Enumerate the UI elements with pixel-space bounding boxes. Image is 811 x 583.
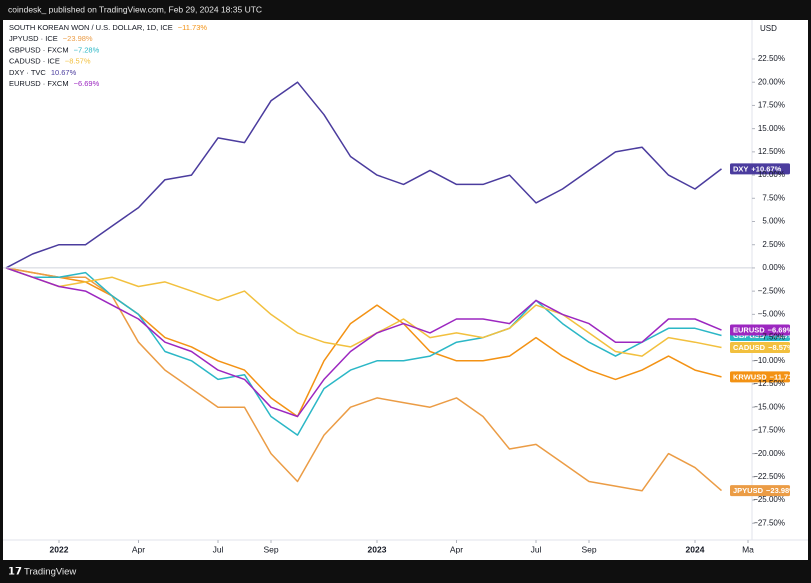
series-line xyxy=(5,267,722,418)
legend-change: −23.98% xyxy=(63,34,93,43)
y-tick-label: −15.00% xyxy=(753,402,785,411)
x-tick-label: Jul xyxy=(213,544,224,554)
y-tick-label: −12.50% xyxy=(753,379,785,388)
end-tag-box xyxy=(730,485,790,497)
end-tag-box xyxy=(730,163,790,175)
end-tag-value: −23.98% xyxy=(766,486,796,495)
y-tick-label: 17.50% xyxy=(758,101,785,110)
legend-name: JPYUSD · ICE xyxy=(9,34,58,43)
y-tick-label: −5.00% xyxy=(758,309,785,318)
end-tag-box xyxy=(730,342,790,354)
end-tag-text: KRWUSD −11.73% xyxy=(733,372,799,381)
y-tick-label: −22.50% xyxy=(753,472,785,481)
end-tag-text: JPYUSD −23.98% xyxy=(733,486,796,495)
x-tick-label: 2023 xyxy=(368,544,387,554)
logo-mark: 𝟭𝟳 xyxy=(8,567,22,578)
footer-logo: 𝟭𝟳 xyxy=(8,567,22,578)
legend-entry: GBPUSD · FXCM −7.28% xyxy=(9,45,100,54)
end-tag-text: EURUSD −6.69% xyxy=(733,326,794,335)
y-tick-label: 15.00% xyxy=(758,124,785,133)
x-tick-label: Apr xyxy=(132,544,145,554)
y-tick-label: 20.00% xyxy=(758,77,785,86)
end-tag-value: +10.67% xyxy=(751,164,781,173)
legend-entry: DXY · TVC 10.67% xyxy=(9,68,77,77)
legend-change: −8.57% xyxy=(65,57,91,66)
end-tag: EURUSD −6.69% xyxy=(730,324,794,336)
y-tick-label: −20.00% xyxy=(753,449,785,458)
legend-change: 10.67% xyxy=(51,68,77,77)
legend-entry: SOUTH KOREAN WON / U.S. DOLLAR, 1D, ICE −… xyxy=(9,23,207,32)
end-tag: DXY +10.67% xyxy=(730,163,790,175)
currency: USD xyxy=(760,24,777,33)
series-line xyxy=(5,267,722,492)
plot: KRWUSD−11.73%JPYUSD−23.98%GBPUSD−7.28%CA… xyxy=(5,81,799,497)
end-tag-text: DXY +10.67% xyxy=(733,164,782,173)
y-tick-label: 5.00% xyxy=(762,217,785,226)
legend-entry: CADUSD · ICE −8.57% xyxy=(9,57,91,66)
end-tag-value: −8.57% xyxy=(768,343,794,352)
end-tag: JPYUSD −23.98% xyxy=(730,485,796,497)
panel xyxy=(3,20,808,560)
end-tag: KRWUSD −11.73% xyxy=(730,371,799,383)
y-tick-label: 12.50% xyxy=(758,147,785,156)
y-tick-label: −2.50% xyxy=(758,286,785,295)
x-tick-label: Sep xyxy=(263,544,278,554)
x-tick-label: Ma xyxy=(742,544,754,554)
end-tag: CADUSD −8.57% xyxy=(730,342,794,354)
footer: TradingView xyxy=(24,567,76,578)
y-tick-label: 22.50% xyxy=(758,54,785,63)
x-tick-label: Jul xyxy=(531,544,542,554)
legend-name: DXY · TVC xyxy=(9,68,46,77)
end-tag-name: JPYUSD xyxy=(733,486,764,495)
y-tick-label: 7.50% xyxy=(762,193,785,202)
legend-entry: EURUSD · FXCM −6.69% xyxy=(9,79,100,88)
y-tick-label: −7.50% xyxy=(758,333,785,342)
legend-name: EURUSD · FXCM xyxy=(9,79,69,88)
legend-change: −6.69% xyxy=(74,79,100,88)
x-tick-label: Apr xyxy=(450,544,463,554)
legend-name: CADUSD · ICE xyxy=(9,57,60,66)
end-tag-name: CADUSD xyxy=(733,343,766,352)
y-tick-label: 2.50% xyxy=(762,240,785,249)
end-tag-box xyxy=(730,371,790,383)
y-tick-label: −10.00% xyxy=(753,356,785,365)
series-line xyxy=(5,267,722,436)
series-line xyxy=(5,81,722,269)
x-tick-label: 2024 xyxy=(686,544,705,554)
legend-name: GBPUSD · FXCM xyxy=(9,45,69,54)
y-tick-label: 10.00% xyxy=(758,170,785,179)
legend-change: −7.28% xyxy=(74,45,100,54)
legend-entry: JPYUSD · ICE −23.98% xyxy=(9,34,93,43)
end-tag-name: EURUSD xyxy=(733,326,765,335)
header: coindesk_ published on TradingView.com, … xyxy=(8,4,262,14)
x-tick-label: Sep xyxy=(581,544,596,554)
end-tag-box xyxy=(730,324,790,336)
series-line xyxy=(5,267,722,357)
legend-name: SOUTH KOREAN WON / U.S. DOLLAR, 1D, ICE xyxy=(9,23,173,32)
y-tick-label: −17.50% xyxy=(753,426,785,435)
end-tag-text: CADUSD −8.57% xyxy=(733,343,794,352)
y-tick-label: 0.00% xyxy=(762,263,785,272)
x-tick-label: 2022 xyxy=(50,544,69,554)
end-tag-value: −6.69% xyxy=(768,326,794,335)
legend-change: −11.73% xyxy=(178,23,208,32)
end-tag-name: KRWUSD xyxy=(733,372,767,381)
end-tag-name: DXY xyxy=(733,164,748,173)
y-tick-label: −25.00% xyxy=(753,495,785,504)
end-tag-value: −11.73% xyxy=(770,372,800,381)
y-tick-label: −27.50% xyxy=(753,518,785,527)
